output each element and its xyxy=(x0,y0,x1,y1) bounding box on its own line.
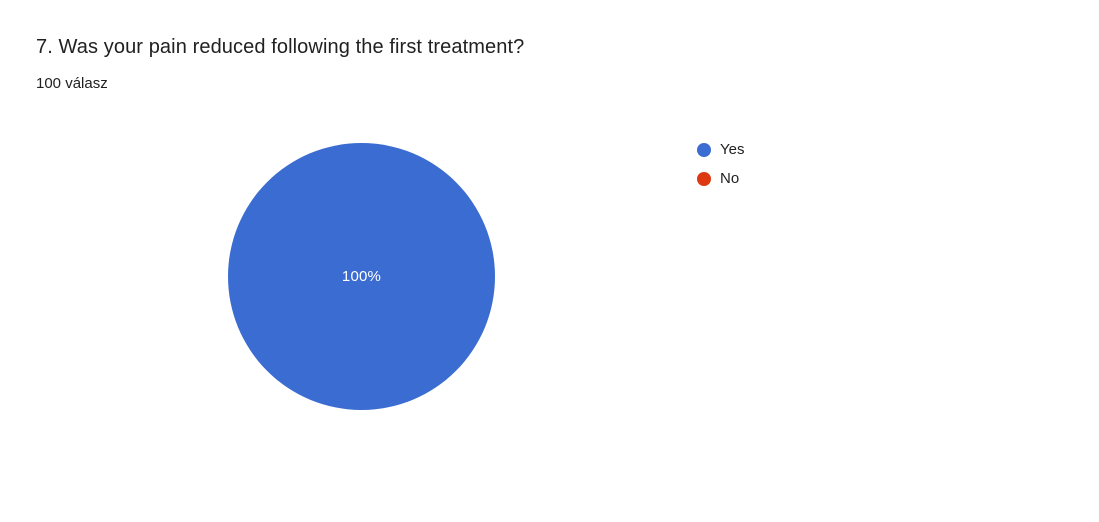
legend-item-no: No xyxy=(697,169,744,189)
legend-swatch-yes-icon xyxy=(697,143,711,157)
question-title: 7. Was your pain reduced following the f… xyxy=(36,36,525,58)
legend-label-no: No xyxy=(720,170,740,187)
legend-label-yes: Yes xyxy=(720,141,745,158)
response-count-label: 100 válasz xyxy=(36,75,108,92)
pie-slice-percent-label: 100% xyxy=(341,268,382,285)
pie-chart: 100% xyxy=(228,143,495,410)
legend-item-yes: Yes xyxy=(697,140,744,160)
chart-legend: Yes No xyxy=(697,140,744,198)
legend-swatch-no-icon xyxy=(697,172,711,186)
